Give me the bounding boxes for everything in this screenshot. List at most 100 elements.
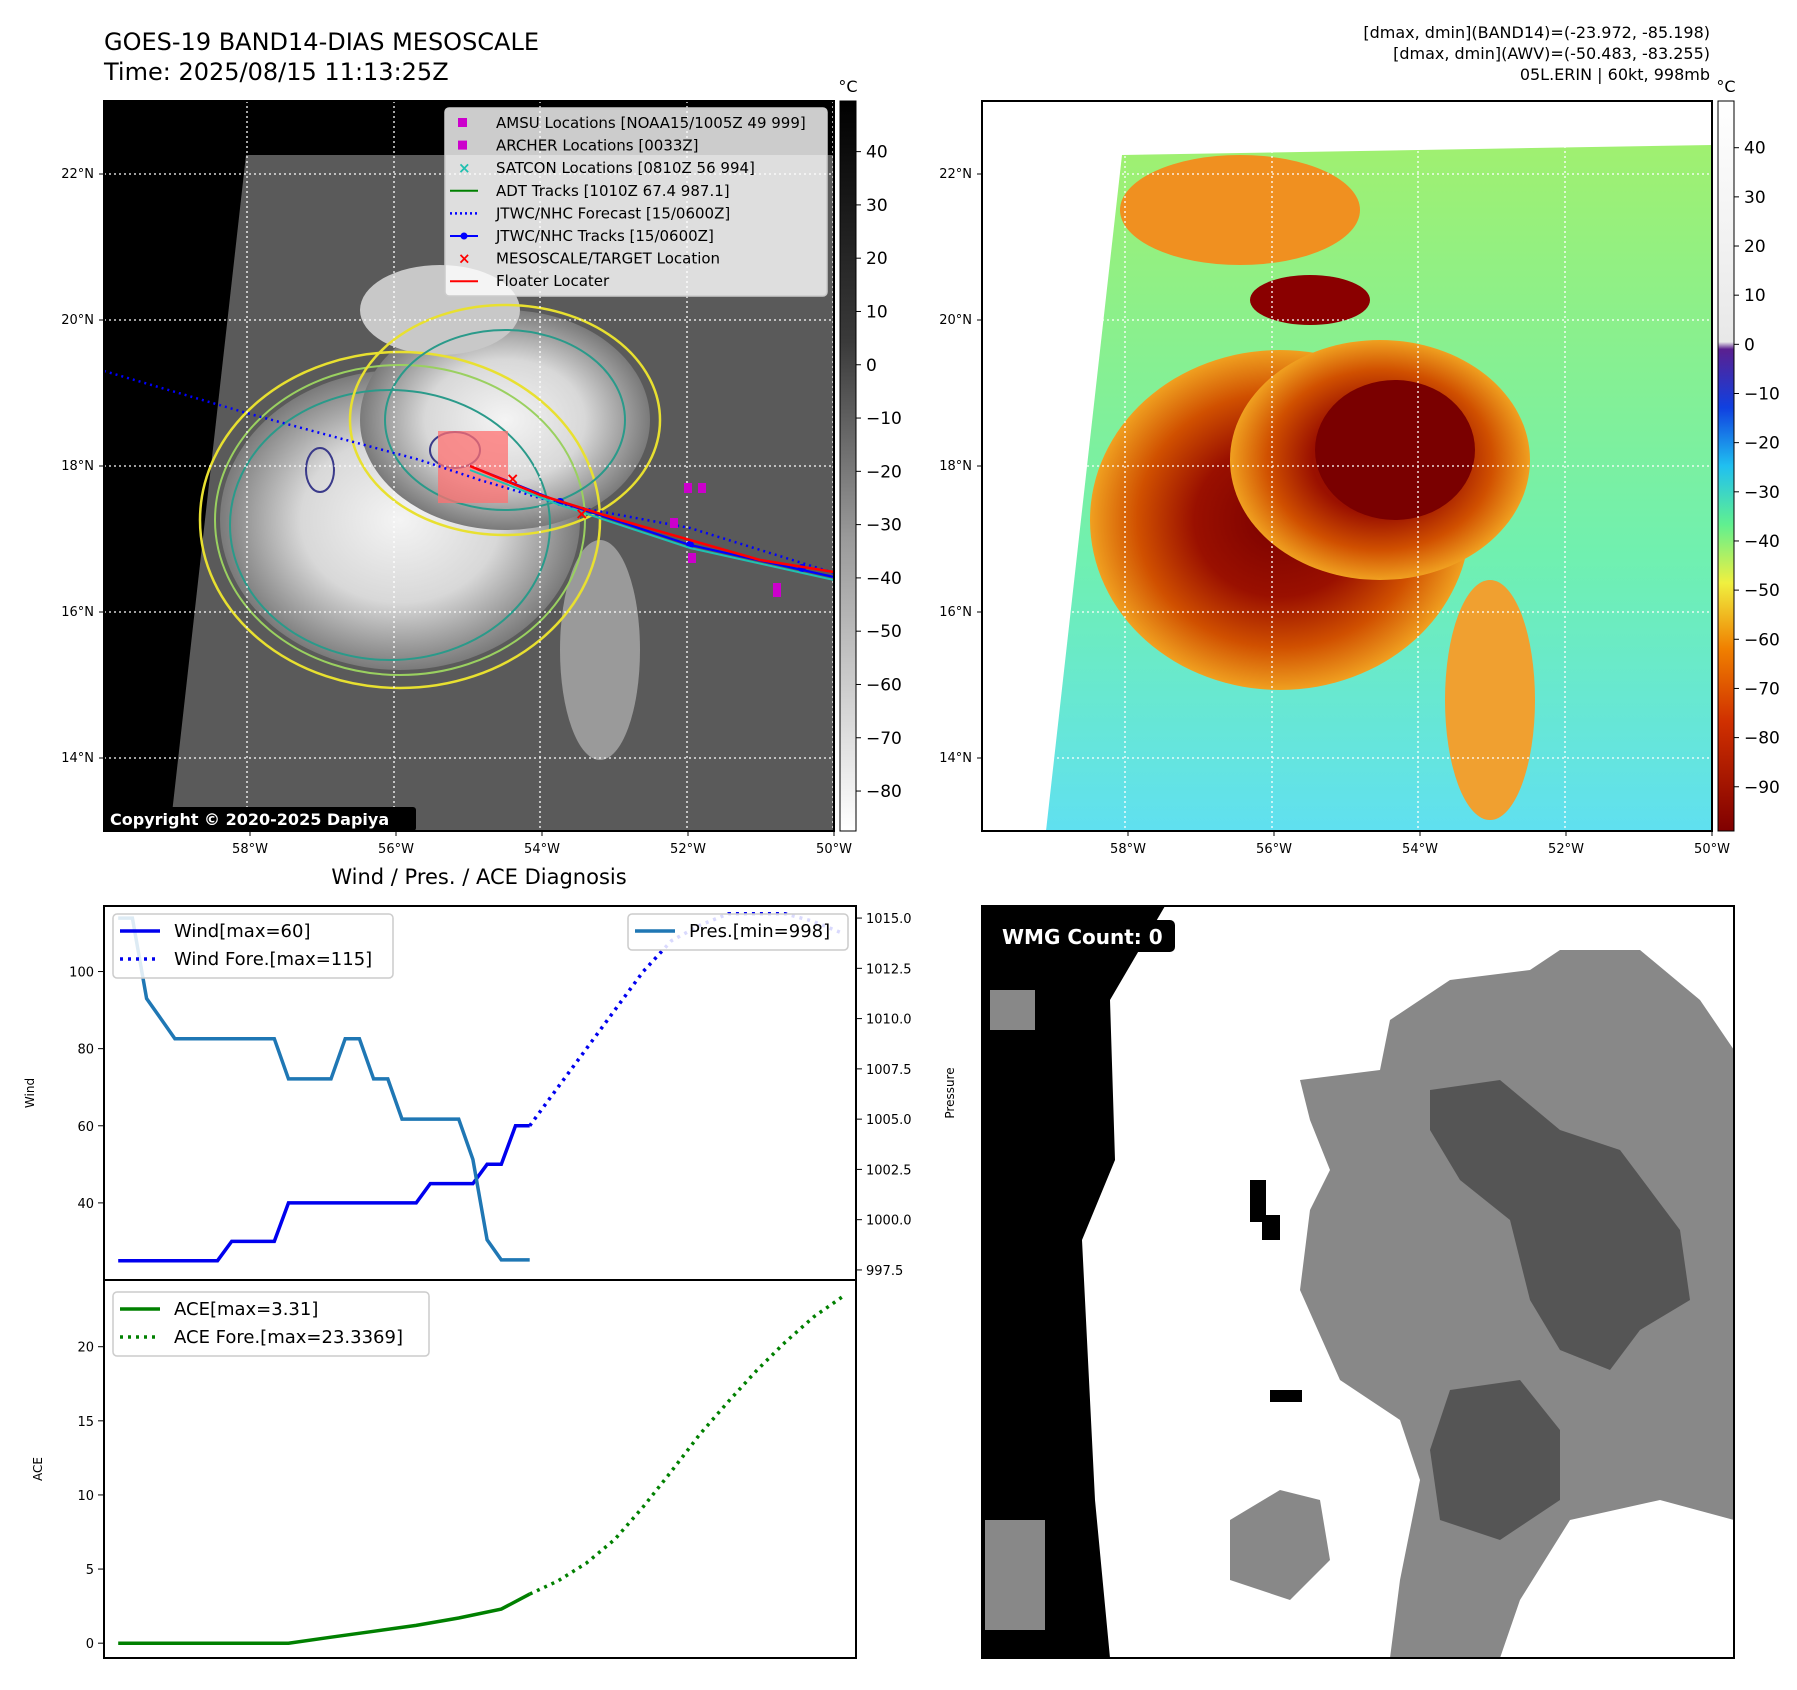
ace-forecast-legend-label: ACE Fore.[max=23.3369] <box>174 1327 403 1348</box>
pressure-tick-label: 997.5 <box>866 1264 903 1279</box>
wmg-dark-region <box>1430 1080 1690 1370</box>
ace-series-line <box>118 1592 531 1645</box>
wind-tick-label: 80 <box>77 1043 94 1058</box>
ace-legend-label: ACE[max=3.31] <box>174 1299 318 1320</box>
awv-storm-core <box>1315 380 1475 520</box>
colorbar-tick-label: −80 <box>866 782 902 802</box>
lat-tick-label: 14°N <box>939 751 972 766</box>
lat-tick-label: 14°N <box>61 751 94 766</box>
contour-yellow <box>198 350 602 690</box>
ace-axis-label: ACE <box>31 1457 45 1481</box>
lat-tick-label: 22°N <box>61 167 94 182</box>
band14-range-text: [dmax, dmin](BAND14)=(-23.972, -85.198) <box>1363 23 1710 42</box>
legend-x-marker: × <box>458 250 471 268</box>
ir-map-panel: × × AMSU Locations [NOAA15/1005Z 49 999]… <box>61 100 852 857</box>
colorbar-tick-label: −20 <box>1744 434 1780 454</box>
amsu-marker <box>670 518 678 528</box>
map-legend-label: ADT Tracks [1010Z 67.4 987.1] <box>496 182 730 200</box>
wmg-black-patch <box>1270 1390 1302 1402</box>
colorbar-tick-label: −60 <box>866 675 902 695</box>
floater-locater <box>469 464 834 574</box>
lat-tick-label: 16°N <box>61 605 94 620</box>
map-legend-entry: AMSU Locations [NOAA15/1005Z 49 999] <box>458 114 806 132</box>
map-legend-entry: JTWC/NHC Tracks [15/0600Z] <box>450 227 714 245</box>
ace-tick-label: 5 <box>86 1563 94 1578</box>
wmg-dark-region-south <box>1430 1380 1560 1540</box>
lat-tick-label: 20°N <box>61 313 94 328</box>
wmg-count-text: WMG Count: 0 <box>1002 925 1163 949</box>
map-legend-label: SATCON Locations [0810Z 56 994] <box>496 159 755 177</box>
colorbar-tick-label: −80 <box>1744 729 1780 749</box>
colorbar-tick-label: 0 <box>1744 335 1755 355</box>
pressure-tick-label: 1010.0 <box>866 1013 912 1028</box>
ace-series-line-forecast <box>528 1295 843 1596</box>
map-legend: AMSU Locations [NOAA15/1005Z 49 999] ARCH… <box>444 107 828 297</box>
map-legend-label: Floater Locater <box>496 272 610 290</box>
ace-tick-label: 20 <box>77 1341 94 1356</box>
wmg-frame <box>981 905 1735 1659</box>
lon-tick-label: 54°W <box>1402 842 1438 857</box>
map-legend-entry: × SATCON Locations [0810Z 56 994] <box>458 159 755 177</box>
mesoscale-target-marker: × <box>575 504 588 523</box>
contour-green <box>214 364 586 676</box>
wind-axis-label: Wind <box>23 1078 37 1108</box>
colorbar-tick-label: −10 <box>1744 384 1780 404</box>
map-legend-label: ARCHER Locations [0033Z] <box>496 137 699 155</box>
wmg-panel: WMG Count: 0 <box>981 905 1735 1659</box>
diagnosis-panel: Wind / Pres. / ACE Diagnosis Wind Pressu… <box>23 865 957 1659</box>
contour-teal-center <box>384 329 626 511</box>
map-legend-box <box>444 107 828 297</box>
colorbar-tick-label: −70 <box>866 729 902 749</box>
pressure-tick-label: 1015.0 <box>866 912 912 927</box>
ir-rainband-south <box>560 540 640 760</box>
wind-series-line <box>118 1124 530 1263</box>
colorbar-tick-label: 0 <box>866 356 877 376</box>
lon-tick-label: 56°W <box>1256 842 1292 857</box>
contour-teal <box>229 389 551 661</box>
lon-tick-label: 52°W <box>670 842 706 857</box>
map-legend-entry: × MESOSCALE/TARGET Location <box>458 250 720 268</box>
awv-range-text: [dmax, dmin](AWV)=(-50.483, -83.255) <box>1393 44 1710 63</box>
pressure-legend: Pres.[min=998] <box>627 913 849 951</box>
map-legend-label: JTWC/NHC Forecast [15/0600Z] <box>495 204 730 222</box>
colorbar-tick-label: −90 <box>1744 778 1780 798</box>
map-legend-entry: JTWC/NHC Forecast [15/0600Z] <box>450 204 730 222</box>
lat-tick-label: 16°N <box>939 605 972 620</box>
pressure-tick-label: 1012.5 <box>866 962 912 977</box>
colorbar-tick-label: −30 <box>866 516 902 536</box>
copyright-text: Copyright © 2020-2025 Dapiya <box>110 810 389 829</box>
archer-marker <box>698 483 706 493</box>
awv-gridlines <box>982 101 1712 831</box>
amsu-marker <box>684 483 692 493</box>
legend-square-marker <box>458 118 467 127</box>
wmg-black-region <box>982 906 1165 1658</box>
colorbar-tick-label: −30 <box>1744 483 1780 503</box>
colorbar-tick-label: 20 <box>1744 237 1766 257</box>
wmg-black-patch <box>1250 1180 1280 1240</box>
awv-cloud-north-core <box>1250 275 1370 325</box>
ace-tick-label: 10 <box>77 1489 94 1504</box>
colorbar-tick-label: 10 <box>1744 286 1766 306</box>
lat-tick-label: 20°N <box>939 313 972 328</box>
wind-tick-label: 60 <box>77 1120 94 1135</box>
colorbar-tick-label: −40 <box>1744 532 1780 552</box>
wmg-gray-patch <box>985 1520 1045 1630</box>
map-legend-entry: ARCHER Locations [0033Z] <box>458 137 699 155</box>
lon-tick-label: 50°W <box>816 842 852 857</box>
colorbar-left-unit: °C <box>838 77 857 96</box>
ace-legend-box <box>112 1291 430 1357</box>
forecast-track <box>104 369 834 575</box>
pressure-legend-box <box>627 913 849 951</box>
wmg-gray-patch <box>990 990 1035 1030</box>
wmg-gray-region <box>1300 950 1734 1658</box>
pressure-series-line <box>118 916 530 1262</box>
colorbar-tick-label: −70 <box>1744 679 1780 699</box>
pressure-legend-label: Pres.[min=998] <box>689 921 830 942</box>
pressure-tick-label: 1000.0 <box>866 1214 912 1229</box>
lon-tick-label: 58°W <box>1110 842 1146 857</box>
ace-tick-label: 0 <box>86 1637 94 1652</box>
wmg-gray-patch <box>1230 1490 1330 1600</box>
colorbar-left-bar <box>839 100 857 832</box>
colorbar-tick-label: −10 <box>866 409 902 429</box>
awv-map-panel: 58°W 56°W 54°W 52°W 50°W 22°N 20°N 18°N 16°N 14°… <box>939 100 1730 857</box>
